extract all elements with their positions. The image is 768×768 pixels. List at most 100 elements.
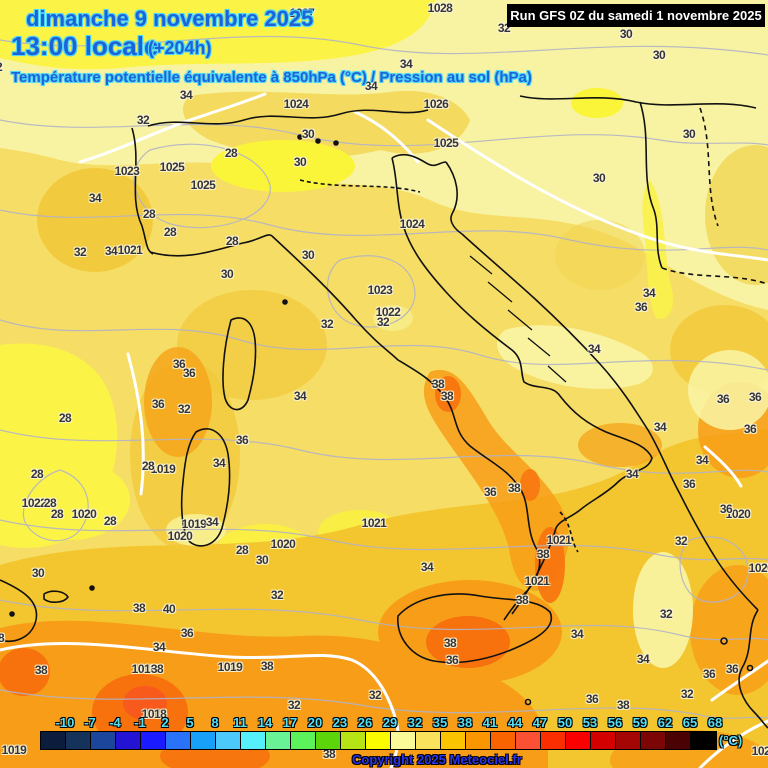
colorbar-cell (166, 732, 191, 749)
colorbar-tick-label: -10 (55, 715, 75, 730)
temperature-label: 34 (293, 389, 307, 403)
colorbar-tick-label: 44 (507, 715, 523, 730)
colorbar-tick-label: 50 (557, 715, 573, 730)
pressure-label: 1019 (181, 517, 207, 531)
colorbar-cell (516, 732, 541, 749)
temperature-label: 36 (725, 662, 739, 676)
temperature-label: 38 (132, 601, 146, 615)
colorbar-cell (441, 732, 466, 749)
temperature-label: 28 (103, 514, 117, 528)
pressure-label: 1027 (289, 6, 315, 20)
colorbar-cell (41, 732, 66, 749)
temperature-label: 36 (235, 433, 249, 447)
colorbar-cell (291, 732, 316, 749)
temperature-label: 30 (682, 127, 696, 141)
colorbar-cell (316, 732, 341, 749)
temperature-label: 34 (399, 57, 413, 71)
colorbar-tick-label: 56 (607, 715, 623, 730)
temperature-label: 28 (141, 459, 155, 473)
temperature-label: 30 (293, 155, 307, 169)
colorbar-cell (591, 732, 616, 749)
pressure-label: 1021 (117, 243, 143, 257)
temperature-label: 36 (748, 390, 762, 404)
colorbar-cell (216, 732, 241, 749)
temperature-label: 38 (34, 663, 48, 677)
temperature-label: 34 (364, 79, 378, 93)
temperature-label: 32 (0, 60, 3, 74)
colorbar-tick-label: 65 (682, 715, 698, 730)
model-run-info-box: Run GFS 0Z du samedi 1 novembre 2025 (507, 4, 765, 27)
temperature-label: 38 (322, 747, 336, 761)
pressure-label: 1025 (190, 178, 216, 192)
pressure-label: 1020 (71, 507, 97, 521)
pressure-label: 1020 (270, 537, 296, 551)
date-heading: dimanche 9 novembre 2025 (26, 6, 314, 31)
pressure-label: 1018 (131, 662, 157, 676)
colorbar-cell (616, 732, 641, 749)
colorbar-cell (391, 732, 416, 749)
temperature-label: 38 (260, 659, 274, 673)
temperature-label: 32 (287, 698, 301, 712)
colorbar-tick-label: 41 (482, 715, 498, 730)
temperature-label: 38 (515, 593, 529, 607)
colorbar-tick-label: 35 (432, 715, 448, 730)
colorbar-tick-label: 2 (161, 715, 169, 730)
colorbar-tick-label: 5 (186, 715, 194, 730)
pressure-label: 1024 (283, 97, 309, 111)
temperature-colorbar (40, 731, 717, 750)
temperature-label: 32 (659, 607, 673, 621)
pressure-label: 1021 (361, 516, 387, 530)
temperature-label: 28 (43, 496, 57, 510)
colorbar-tick-label: -1 (134, 715, 146, 730)
temperature-label: 30 (301, 248, 315, 262)
colorbar-tick-label: -4 (109, 715, 121, 730)
forecast-offset-label: (+204h) (148, 38, 212, 58)
colorbar-cell (541, 732, 566, 749)
colorbar-cell (91, 732, 116, 749)
temperature-label: 28 (235, 543, 249, 557)
pressure-label: 1021 (524, 574, 550, 588)
pressure-label: 1028 (427, 1, 453, 15)
colorbar-cell (366, 732, 391, 749)
temperature-label: 30 (220, 267, 234, 281)
pressure-label: 1019 (150, 462, 176, 476)
colorbar-cell (566, 732, 591, 749)
temperature-label: 34 (570, 627, 584, 641)
temperature-label: 36 (172, 357, 186, 371)
temperature-label: 38 (443, 636, 457, 650)
colorbar-cell (141, 732, 166, 749)
pressure-label: 1026 (423, 97, 449, 111)
colorbar-tick-label: 47 (532, 715, 548, 730)
colorbar-cell (691, 732, 716, 749)
colorbar-tick-label: 53 (582, 715, 598, 730)
temperature-label: 28 (224, 146, 238, 160)
colorbar-cell (341, 732, 366, 749)
temperature-label: 40 (162, 602, 176, 616)
temperature-label: 30 (592, 171, 606, 185)
colorbar-tick-label: 68 (707, 715, 723, 730)
temperature-label: 32 (376, 315, 390, 329)
temperature-label: 36 (743, 422, 757, 436)
temperature-label: 32 (73, 245, 87, 259)
pressure-label: 1020 (167, 529, 193, 543)
pressure-label: 1023 (114, 164, 140, 178)
temperature-label: 38 (616, 698, 630, 712)
pressure-label: 1018 (141, 707, 167, 721)
parameter-subtitle: Température potentielle équivalente à 85… (11, 69, 532, 86)
temperature-label: 34 (88, 191, 102, 205)
colorbar-tick-label: 29 (382, 715, 398, 730)
colorbar-cell (191, 732, 216, 749)
temperature-label: 32 (674, 534, 688, 548)
temperature-label: 30 (301, 127, 315, 141)
temperature-label: 38 (0, 631, 5, 645)
temperature-label: 38 (507, 481, 521, 495)
temperature-label: 34 (104, 244, 118, 258)
temperature-label: 36 (445, 653, 459, 667)
colorbar-tick-label: 38 (457, 715, 473, 730)
temperature-label: 36 (585, 692, 599, 706)
temperature-label: 28 (58, 411, 72, 425)
colorbar-cell (491, 732, 516, 749)
copyright-text: Copyright 2025 Meteociel.fr (352, 752, 522, 767)
